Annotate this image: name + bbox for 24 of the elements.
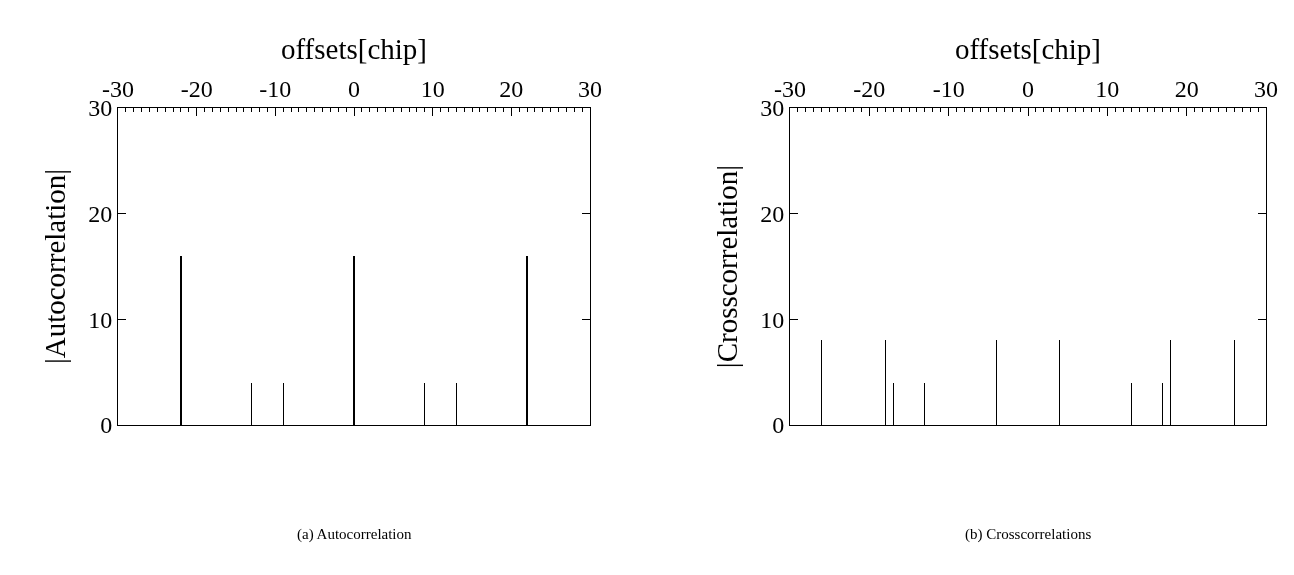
y-tick-label: 0	[100, 412, 113, 439]
x-tick-label: -10	[932, 76, 965, 103]
y-tick-label: 10	[88, 306, 113, 333]
x-tick-label: 20	[1174, 76, 1199, 103]
y-tick-label: 0	[772, 412, 785, 439]
x-tick-label: 30	[578, 76, 602, 103]
x-axis-title: offsets[chip]	[954, 32, 1102, 65]
x-tick-label: -20	[853, 76, 886, 103]
x-tick-label: 0	[348, 76, 360, 103]
x-tick-label: -20	[180, 76, 213, 103]
y-axis-title: |Crosscorrelation|	[710, 164, 743, 369]
y-tick-label: 20	[760, 201, 785, 228]
y-axis-title: |Autocorrelation|	[38, 168, 71, 365]
x-tick-label: 30	[1254, 76, 1278, 103]
x-tick-label: 10	[1095, 76, 1120, 103]
text: (a) Autocorrelation	[297, 526, 413, 543]
x-tick-label: 0	[1022, 76, 1034, 103]
x-axis-title: offsets[chip]	[280, 32, 428, 65]
y-tick-label: 20	[88, 201, 113, 228]
y-tick-label: 10	[760, 306, 785, 333]
x-tick-label: -10	[259, 76, 292, 103]
x-tick-label: 20	[499, 76, 524, 103]
text: (b) Crosscorrelations	[965, 526, 1092, 543]
x-tick-label: 10	[420, 76, 445, 103]
